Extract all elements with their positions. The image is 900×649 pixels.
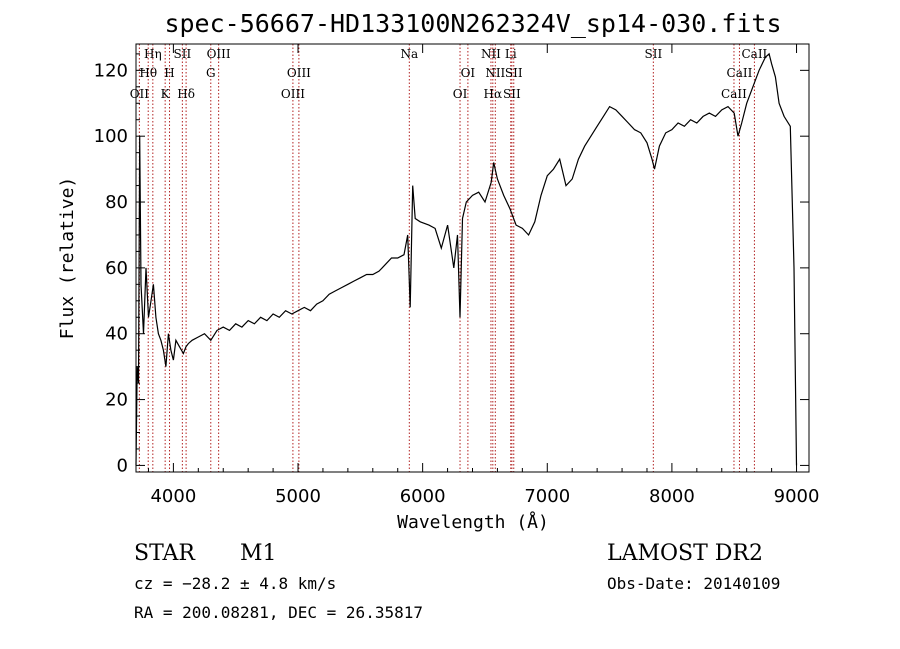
plot-frame — [135, 43, 810, 473]
spectrum-line — [135, 52, 798, 466]
line-labels: OIIHθHηKHSIIHδGOIIIOIIIOIIINaOIOINIIHαNI… — [130, 47, 768, 101]
x-tick-label: 5000 — [275, 486, 321, 507]
x-tick-label: 9000 — [774, 486, 820, 507]
line-label: SII — [174, 47, 192, 61]
object-class: STAR — [134, 541, 196, 566]
line-label: Hθ — [139, 66, 157, 80]
x-axis: 4000 5000 6000 7000 8000 9000 — [147, 44, 820, 507]
survey-name: LAMOST DR2 — [607, 541, 763, 566]
line-label: SII — [644, 47, 662, 61]
line-markers — [138, 44, 755, 472]
chart-title: spec-56667-HD133100N262324V_sp14-030.fit… — [164, 9, 781, 38]
line-label: SII — [503, 87, 521, 101]
redshift-text: cz = −28.2 ± 4.8 km/s — [134, 574, 336, 593]
line-label: SII — [505, 66, 523, 80]
line-label: NII — [485, 66, 505, 80]
line-label: Hα — [484, 87, 503, 101]
y-tick-label: 100 — [94, 126, 128, 147]
obs-date: Obs-Date: 20140109 — [607, 574, 780, 593]
x-tick-label: 7000 — [524, 486, 570, 507]
x-tick-label: 4000 — [150, 486, 196, 507]
line-label: CaII — [741, 47, 767, 61]
y-axis-label: Flux (relative) — [57, 177, 78, 340]
line-label: NII — [481, 47, 501, 61]
line-label: H — [164, 66, 174, 80]
x-tick-label: 8000 — [649, 486, 695, 507]
line-label: K — [161, 87, 171, 101]
y-tick-label: 20 — [105, 390, 128, 411]
line-label: OIII — [287, 66, 311, 80]
line-label: G — [206, 66, 216, 80]
y-tick-label: 60 — [105, 258, 128, 279]
line-label: Hδ — [177, 87, 195, 101]
line-label: OII — [130, 87, 150, 101]
x-axis-label: Wavelength (Å) — [397, 511, 549, 533]
y-axis: 0 20 40 60 80 100 120 — [94, 53, 809, 476]
x-tick-label: 6000 — [400, 486, 446, 507]
object-subclass: M1 — [240, 541, 277, 566]
coordinates-text: RA = 200.08281, DEC = 26.35817 — [134, 603, 423, 622]
line-label: Hη — [144, 47, 162, 61]
y-tick-label: 0 — [117, 455, 128, 476]
line-label: OI — [453, 87, 468, 101]
line-label: CaII — [721, 87, 747, 101]
y-tick-label: 120 — [94, 60, 128, 81]
line-label: OI — [461, 66, 476, 80]
line-label: CaII — [727, 66, 753, 80]
line-label: OIII — [281, 87, 305, 101]
line-label: OIII — [207, 47, 231, 61]
line-label: Li — [505, 47, 517, 61]
y-tick-label: 40 — [105, 324, 128, 345]
line-label: Na — [400, 47, 418, 61]
y-tick-label: 80 — [105, 192, 128, 213]
